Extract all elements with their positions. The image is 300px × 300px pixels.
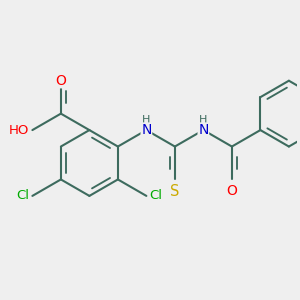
Text: O: O [56, 74, 66, 88]
Text: HO: HO [8, 124, 29, 136]
Text: S: S [170, 184, 180, 199]
Text: N: N [141, 123, 152, 137]
Text: H: H [199, 115, 208, 125]
Text: Cl: Cl [149, 189, 162, 203]
Text: H: H [142, 115, 151, 125]
Text: Cl: Cl [16, 189, 29, 203]
Text: N: N [198, 123, 208, 137]
Text: O: O [226, 184, 237, 198]
